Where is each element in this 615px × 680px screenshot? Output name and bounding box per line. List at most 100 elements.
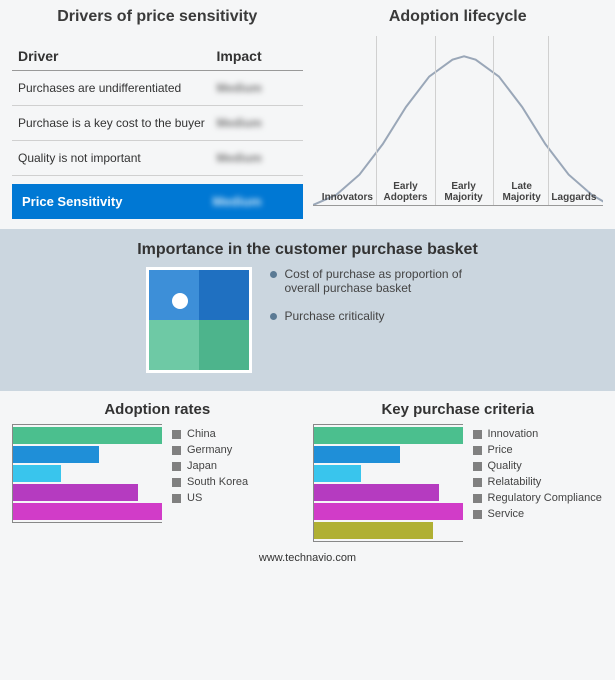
legend-item: Quality: [473, 460, 604, 472]
top-row: Drivers of price sensitivity Driver Impa…: [0, 0, 615, 229]
table-row: Purchase is a key cost to the buyerMediu…: [12, 106, 303, 141]
total-label: Price Sensitivity: [22, 194, 213, 209]
legend-label: Cost of purchase as proportion of overal…: [285, 267, 470, 295]
swatch-icon: [172, 478, 181, 487]
bar: [13, 465, 61, 482]
legend-label: Purchase criticality: [285, 309, 385, 323]
legend-item: Germany: [172, 444, 303, 456]
adoption-rates-legend: China Germany Japan South Korea US: [172, 424, 303, 523]
legend-label: South Korea: [187, 476, 248, 488]
basket-body: Cost of purchase as proportion of overal…: [10, 267, 605, 373]
lifecycle-title: Adoption lifecycle: [313, 8, 604, 36]
bar: [314, 446, 400, 463]
header-driver: Driver: [18, 48, 217, 64]
driver-cell: Quality is not important: [18, 151, 217, 165]
legend-label: Quality: [488, 460, 522, 472]
drivers-title: Drivers of price sensitivity: [12, 8, 303, 44]
legend-label: Japan: [187, 460, 217, 472]
quadrant-br: [199, 320, 249, 370]
lifecycle-gridline: [493, 36, 494, 205]
swatch-icon: [172, 446, 181, 455]
legend-label: US: [187, 492, 202, 504]
swatch-icon: [172, 462, 181, 471]
legend-item: China: [172, 428, 303, 440]
drivers-header: Driver Impact: [12, 44, 303, 71]
impact-cell: Medium: [217, 81, 297, 95]
legend-item: US: [172, 492, 303, 504]
drivers-rows: Purchases are undifferentiatedMediumPurc…: [12, 71, 303, 176]
bar: [13, 484, 138, 501]
total-value: Medium: [213, 194, 293, 209]
lifecycle-stage-label: EarlyAdopters: [384, 181, 428, 203]
purchase-criteria-bars: [313, 424, 463, 542]
basket-title: Importance in the customer purchase bask…: [10, 241, 605, 267]
impact-cell: Medium: [217, 116, 297, 130]
swatch-icon: [473, 510, 482, 519]
table-row: Purchases are undifferentiatedMedium: [12, 71, 303, 106]
quadrant-tr: [199, 270, 249, 320]
legend-item: Service: [473, 508, 604, 520]
swatch-icon: [172, 494, 181, 503]
lifecycle-stage-label: Laggards: [551, 192, 596, 203]
legend-item: Cost of purchase as proportion of overal…: [270, 267, 470, 295]
legend-label: Price: [488, 444, 513, 456]
quadrant-grid: [149, 270, 249, 370]
adoption-rates-body: China Germany Japan South Korea US: [12, 424, 303, 523]
quadrant-bl: [149, 320, 199, 370]
lifecycle-gridline: [548, 36, 549, 205]
legend-item: Regulatory Compliance: [473, 492, 604, 504]
table-row: Quality is not importantMedium: [12, 141, 303, 176]
bullet-icon: [270, 313, 277, 320]
lifecycle-gridline: [435, 36, 436, 205]
lifecycle-chart: Innovators EarlyAdopters EarlyMajority Late…: [313, 36, 604, 206]
legend-label: Service: [488, 508, 525, 520]
purchase-criteria-title: Key purchase criteria: [313, 401, 604, 424]
legend-item: Price: [473, 444, 604, 456]
swatch-icon: [473, 446, 482, 455]
drivers-total-row: Price Sensitivity Medium: [12, 184, 303, 219]
lifecycle-stage-label: EarlyMajority: [444, 181, 482, 203]
lifecycle-stage-label: Innovators: [322, 192, 373, 203]
bottom-row: Adoption rates China Germany Japan South Ko…: [0, 391, 615, 546]
bullet-icon: [270, 271, 277, 278]
lifecycle-panel: Adoption lifecycle Innovators EarlyAdopte…: [313, 8, 604, 219]
purchase-criteria-body: Innovation Price Quality Relatability Regula…: [313, 424, 604, 542]
swatch-icon: [473, 494, 482, 503]
basket-legend: Cost of purchase as proportion of overal…: [270, 267, 470, 337]
footer-text: www.technavio.com: [0, 546, 615, 564]
swatch-icon: [473, 462, 482, 471]
legend-item: Japan: [172, 460, 303, 472]
driver-cell: Purchase is a key cost to the buyer: [18, 116, 217, 130]
swatch-icon: [172, 430, 181, 439]
legend-label: China: [187, 428, 216, 440]
legend-item: South Korea: [172, 476, 303, 488]
adoption-rates-bars: [12, 424, 162, 523]
quadrant-dot: [172, 293, 188, 309]
legend-label: Relatability: [488, 476, 542, 488]
legend-label: Germany: [187, 444, 232, 456]
bar: [314, 522, 433, 539]
swatch-icon: [473, 478, 482, 487]
drivers-panel: Drivers of price sensitivity Driver Impa…: [12, 8, 303, 219]
purchase-criteria-legend: Innovation Price Quality Relatability Regula…: [473, 424, 604, 542]
bar: [13, 446, 99, 463]
bar: [13, 503, 162, 520]
bar: [314, 465, 362, 482]
bar: [314, 503, 463, 520]
quadrant-chart: [146, 267, 252, 373]
legend-item: Innovation: [473, 428, 604, 440]
lifecycle-gridline: [376, 36, 377, 205]
impact-cell: Medium: [217, 151, 297, 165]
bar: [13, 427, 162, 444]
purchase-criteria-panel: Key purchase criteria Innovation Price Qua…: [313, 401, 604, 542]
bar: [314, 484, 439, 501]
legend-label: Regulatory Compliance: [488, 492, 602, 504]
legend-label: Innovation: [488, 428, 539, 440]
basket-panel: Importance in the customer purchase bask…: [0, 229, 615, 391]
header-impact: Impact: [217, 48, 297, 64]
lifecycle-curve: [313, 36, 604, 205]
bar: [314, 427, 463, 444]
adoption-rates-title: Adoption rates: [12, 401, 303, 424]
lifecycle-stage-label: LateMajority: [502, 181, 540, 203]
swatch-icon: [473, 430, 482, 439]
